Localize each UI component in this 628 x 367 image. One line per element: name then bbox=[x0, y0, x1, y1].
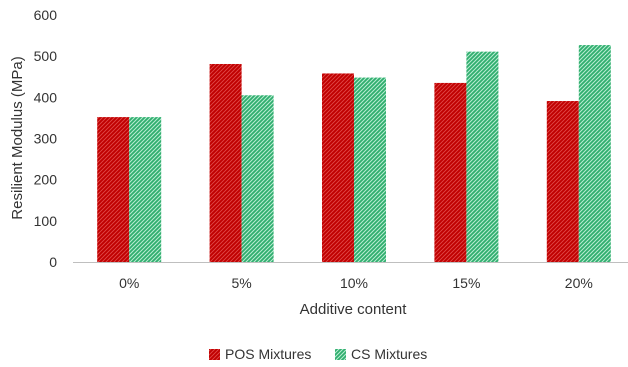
bar-cs-10pct bbox=[354, 77, 386, 262]
bar-pos-0pct bbox=[97, 117, 130, 263]
x-tick-label: 20% bbox=[565, 275, 593, 291]
y-tick-label: 500 bbox=[34, 48, 58, 64]
bar-pos-10pct bbox=[322, 73, 354, 262]
legend: POS Mixtures CS Mixtures bbox=[209, 346, 427, 362]
bars bbox=[97, 45, 611, 263]
bar-pos-15pct bbox=[434, 82, 467, 262]
x-tick-label: 15% bbox=[452, 275, 480, 291]
bar-pos-5pct bbox=[209, 63, 242, 262]
y-tick-label: 100 bbox=[34, 213, 58, 229]
y-tick-label: 300 bbox=[34, 131, 58, 147]
bar-cs-15pct bbox=[466, 51, 499, 262]
y-tick-label: 600 bbox=[34, 7, 58, 23]
legend-swatch-cs bbox=[335, 349, 346, 360]
bar-cs-20pct bbox=[578, 45, 611, 262]
x-axis: 0% 5% 10% 15% 20% bbox=[73, 262, 628, 291]
bar-pos-20pct bbox=[546, 101, 579, 262]
x-axis-title: Additive content bbox=[300, 301, 408, 318]
x-tick-label: 10% bbox=[340, 275, 368, 291]
legend-label-cs: CS Mixtures bbox=[351, 346, 427, 362]
y-axis: 0 100 200 300 400 500 600 bbox=[34, 7, 58, 270]
legend-swatch-pos bbox=[209, 349, 220, 360]
bar-cs-0pct bbox=[129, 117, 162, 263]
legend-label-pos: POS Mixtures bbox=[225, 346, 311, 362]
x-tick-label: 0% bbox=[119, 275, 139, 291]
y-tick-label: 0 bbox=[49, 254, 57, 270]
x-tick-label: 5% bbox=[231, 275, 251, 291]
y-tick-label: 400 bbox=[34, 89, 58, 105]
y-tick-label: 200 bbox=[34, 172, 58, 188]
y-axis-title: Resilient Modulus (MPa) bbox=[9, 56, 26, 219]
bar-cs-5pct bbox=[241, 95, 274, 263]
